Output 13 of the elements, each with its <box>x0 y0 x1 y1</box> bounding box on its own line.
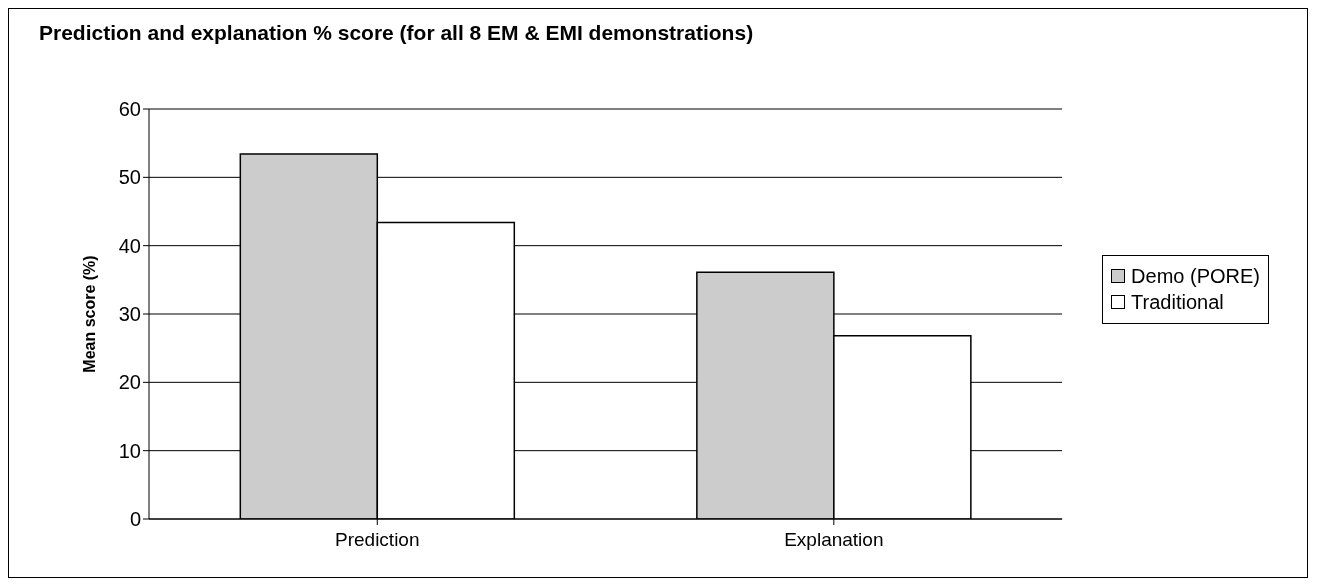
x-tick-label: Prediction <box>335 529 420 551</box>
chart-title: Prediction and explanation % score (for all 8 EM & EMI demonstrations) <box>39 21 754 45</box>
x-tick-label: Explanation <box>784 529 884 551</box>
y-tick-label: 0 <box>129 508 141 531</box>
y-tick-label: 30 <box>118 303 141 326</box>
y-tick-label: 50 <box>118 166 141 189</box>
y-axis-title: Mean score (%) <box>80 255 98 373</box>
y-tick-label: 60 <box>118 98 141 121</box>
y-tick-label: 10 <box>118 439 141 462</box>
y-tick-label: 20 <box>118 371 141 394</box>
legend-label: Traditional <box>1131 290 1224 314</box>
y-tick-label: 40 <box>118 234 141 257</box>
legend-label: Demo (PORE) <box>1131 264 1260 288</box>
